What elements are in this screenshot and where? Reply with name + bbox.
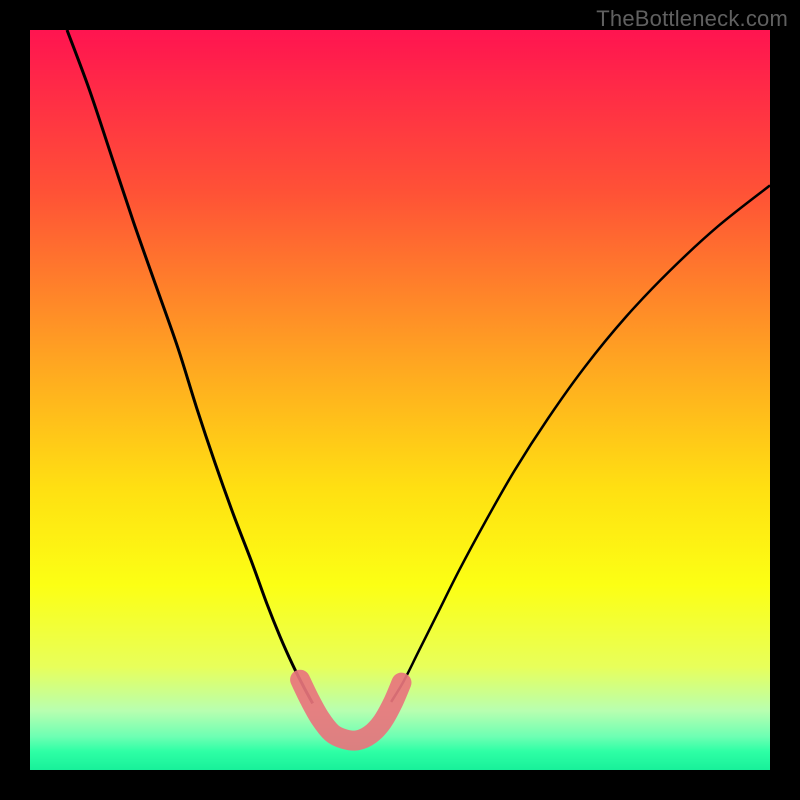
chart-svg [30,30,770,770]
chart-frame: TheBottleneck.com [0,0,800,800]
gradient-background [30,30,770,770]
plot-area [30,30,770,770]
watermark-text: TheBottleneck.com [596,6,788,32]
